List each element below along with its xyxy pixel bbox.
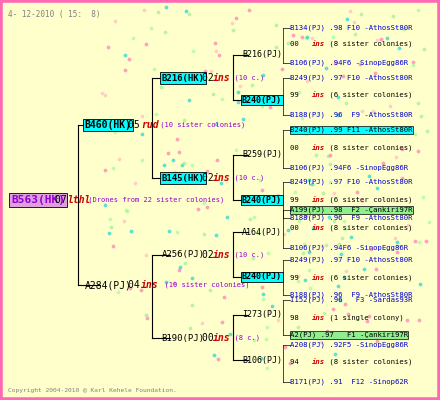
Text: B106(PJ) .94F6 -SinopEgg86R: B106(PJ) .94F6 -SinopEgg86R	[290, 245, 408, 251]
Text: B240(PJ): B240(PJ)	[242, 272, 282, 282]
Text: Copyright 2004-2010 @ Karl Kehele Foundation.: Copyright 2004-2010 @ Karl Kehele Founda…	[8, 388, 177, 393]
Text: 00: 00	[290, 145, 308, 151]
Text: 02: 02	[202, 73, 220, 83]
Text: ins: ins	[312, 315, 325, 321]
Text: ins: ins	[312, 145, 325, 151]
Text: 4- 12-2010 ( 15:  8): 4- 12-2010 ( 15: 8)	[8, 10, 100, 19]
Text: (6 sister colonies): (6 sister colonies)	[325, 275, 413, 281]
Text: 07: 07	[55, 195, 73, 205]
Text: B188(PJ) .96  F9 -AthosSt80R: B188(PJ) .96 F9 -AthosSt80R	[290, 292, 413, 298]
Text: A199(PJ) .98  F2 -Çankiri97R: A199(PJ) .98 F2 -Çankiri97R	[290, 207, 413, 213]
Text: A208(PJ) .92F5 -SinopEgg86R: A208(PJ) .92F5 -SinopEgg86R	[290, 342, 408, 348]
Text: B259(PJ): B259(PJ)	[242, 150, 282, 160]
Text: 00: 00	[290, 41, 308, 47]
Text: 04: 04	[128, 280, 146, 290]
Text: B106(PJ) .94F6 -SinopEgg86R: B106(PJ) .94F6 -SinopEgg86R	[290, 60, 408, 66]
Text: ins: ins	[141, 280, 159, 290]
Text: (10 c.): (10 c.)	[226, 175, 264, 181]
Text: ins: ins	[213, 173, 231, 183]
Text: B216(PJ): B216(PJ)	[242, 50, 282, 60]
Text: (8 sister colonies): (8 sister colonies)	[325, 359, 413, 365]
Text: (10 c.): (10 c.)	[226, 75, 264, 81]
Text: (8 sister colonies): (8 sister colonies)	[325, 41, 413, 47]
Text: rud: rud	[141, 120, 159, 130]
Text: (10 sister colonies): (10 sister colonies)	[156, 122, 245, 128]
Text: B216(HK): B216(HK)	[161, 74, 205, 82]
Text: ins: ins	[213, 73, 231, 83]
Text: B460(HK): B460(HK)	[84, 120, 132, 130]
Text: 02: 02	[202, 173, 220, 183]
Text: 05: 05	[128, 120, 146, 130]
Text: 99: 99	[290, 275, 308, 281]
Text: 00: 00	[202, 333, 220, 343]
Text: 94: 94	[290, 359, 308, 365]
Text: (8 sister colonies): (8 sister colonies)	[325, 225, 413, 231]
Text: B188(PJ) .96  F9 -AthosSt80R: B188(PJ) .96 F9 -AthosSt80R	[290, 215, 413, 221]
Text: ins: ins	[312, 359, 325, 365]
Text: B249(PJ) .97 F10 -AthosSt80R: B249(PJ) .97 F10 -AthosSt80R	[290, 257, 413, 263]
Text: B145(HK): B145(HK)	[161, 174, 205, 182]
Text: 98: 98	[290, 315, 308, 321]
Text: (10 sister colonies): (10 sister colonies)	[156, 282, 249, 288]
Text: B106(PJ) .94F6 -SinopEgg86R: B106(PJ) .94F6 -SinopEgg86R	[290, 165, 408, 171]
Text: A2(PJ) .97   F1 -Çankiri97R: A2(PJ) .97 F1 -Çankiri97R	[290, 332, 408, 338]
Text: (Drones from 22 sister colonies): (Drones from 22 sister colonies)	[84, 197, 224, 203]
Text: B240(PJ): B240(PJ)	[242, 96, 282, 104]
Text: 99: 99	[290, 92, 308, 98]
Text: A164(PJ): A164(PJ)	[242, 228, 282, 236]
Text: (10 c.): (10 c.)	[226, 252, 264, 258]
Text: ins: ins	[312, 41, 325, 47]
Text: A284(PJ): A284(PJ)	[84, 280, 132, 290]
Text: B240(PJ): B240(PJ)	[242, 196, 282, 204]
Text: ins: ins	[213, 333, 231, 343]
Text: B563(HK): B563(HK)	[11, 195, 65, 205]
Text: (8 sister colonies): (8 sister colonies)	[325, 145, 413, 151]
Text: 02: 02	[202, 250, 220, 260]
Text: B190(PJ): B190(PJ)	[161, 334, 205, 342]
Text: B188(PJ) .96  F9 -AthosSt80R: B188(PJ) .96 F9 -AthosSt80R	[290, 112, 413, 118]
Text: I273(PJ): I273(PJ)	[242, 310, 282, 320]
Text: (1 single colony): (1 single colony)	[325, 315, 404, 321]
Text: (6 sister colonies): (6 sister colonies)	[325, 197, 413, 203]
Text: ins: ins	[312, 197, 325, 203]
Text: (6 sister colonies): (6 sister colonies)	[325, 92, 413, 98]
Text: B171(PJ) .91  F12 -Sinop62R: B171(PJ) .91 F12 -Sinop62R	[290, 379, 408, 385]
Text: ins: ins	[312, 92, 325, 98]
Text: 00: 00	[290, 225, 308, 231]
Text: (8 c.): (8 c.)	[226, 335, 260, 341]
Text: B249(PJ) .97 F10 -AthosSt80R: B249(PJ) .97 F10 -AthosSt80R	[290, 75, 413, 81]
Text: ins: ins	[312, 275, 325, 281]
Text: ins: ins	[312, 225, 325, 231]
Text: B249(PJ) .97 F10 -AthosSt80R: B249(PJ) .97 F10 -AthosSt80R	[290, 179, 413, 185]
Text: B240(PJ) .99 F11 -AthosSt80R: B240(PJ) .99 F11 -AthosSt80R	[290, 127, 413, 133]
Text: B106(PJ): B106(PJ)	[242, 356, 282, 364]
Text: lthl: lthl	[68, 195, 92, 205]
Text: B134(PJ) .98 F10 -AthosSt80R: B134(PJ) .98 F10 -AthosSt80R	[290, 25, 413, 31]
Text: A256(PJ): A256(PJ)	[161, 250, 205, 260]
Text: ins: ins	[213, 250, 231, 260]
Text: I152(PJ) .96   F3 -Sardas93R: I152(PJ) .96 F3 -Sardas93R	[290, 297, 413, 303]
Text: 99: 99	[290, 197, 308, 203]
